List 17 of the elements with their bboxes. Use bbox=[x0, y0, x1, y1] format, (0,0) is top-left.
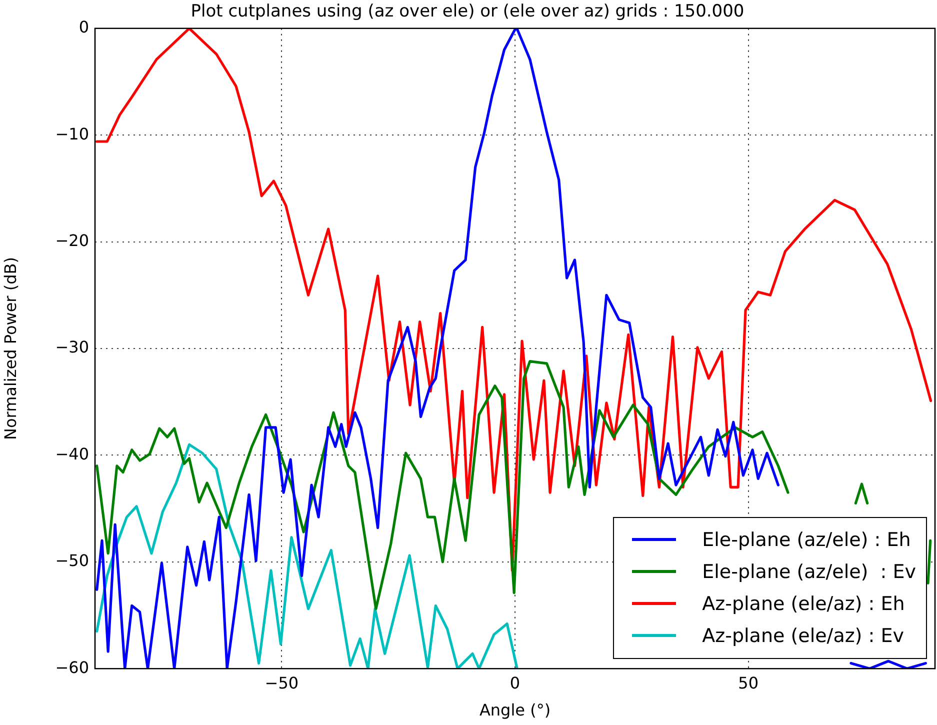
y-tick-label: −60 bbox=[55, 658, 89, 677]
x-tick-label: 0 bbox=[510, 673, 520, 692]
y-tick-label: 0 bbox=[78, 18, 89, 37]
x-tick-label: 50 bbox=[738, 673, 759, 692]
y-tick-label: −20 bbox=[55, 230, 89, 250]
chart-title: Plot cutplanes using (az over ele) or (ele over az) grids : 150.000 bbox=[190, 2, 744, 22]
legend-label: Az-plane (ele/az) : Ev bbox=[702, 624, 904, 649]
x-tick-label: −50 bbox=[264, 673, 299, 692]
legend-label: Ele-plane (az/ele) : Ev bbox=[702, 560, 916, 585]
y-tick-label: −10 bbox=[55, 124, 89, 144]
y-tick-label: −50 bbox=[55, 551, 89, 570]
y-axis-title: Normalized Power (dB) bbox=[0, 257, 20, 440]
y-tick-label: −40 bbox=[55, 444, 89, 464]
y-tick-label: −30 bbox=[55, 338, 89, 357]
legend-label: Ele-plane (az/ele) : Eh bbox=[702, 528, 911, 553]
legend-label: Az-plane (ele/az) : Eh bbox=[702, 592, 905, 617]
x-axis-title: Angle (°) bbox=[479, 700, 551, 720]
